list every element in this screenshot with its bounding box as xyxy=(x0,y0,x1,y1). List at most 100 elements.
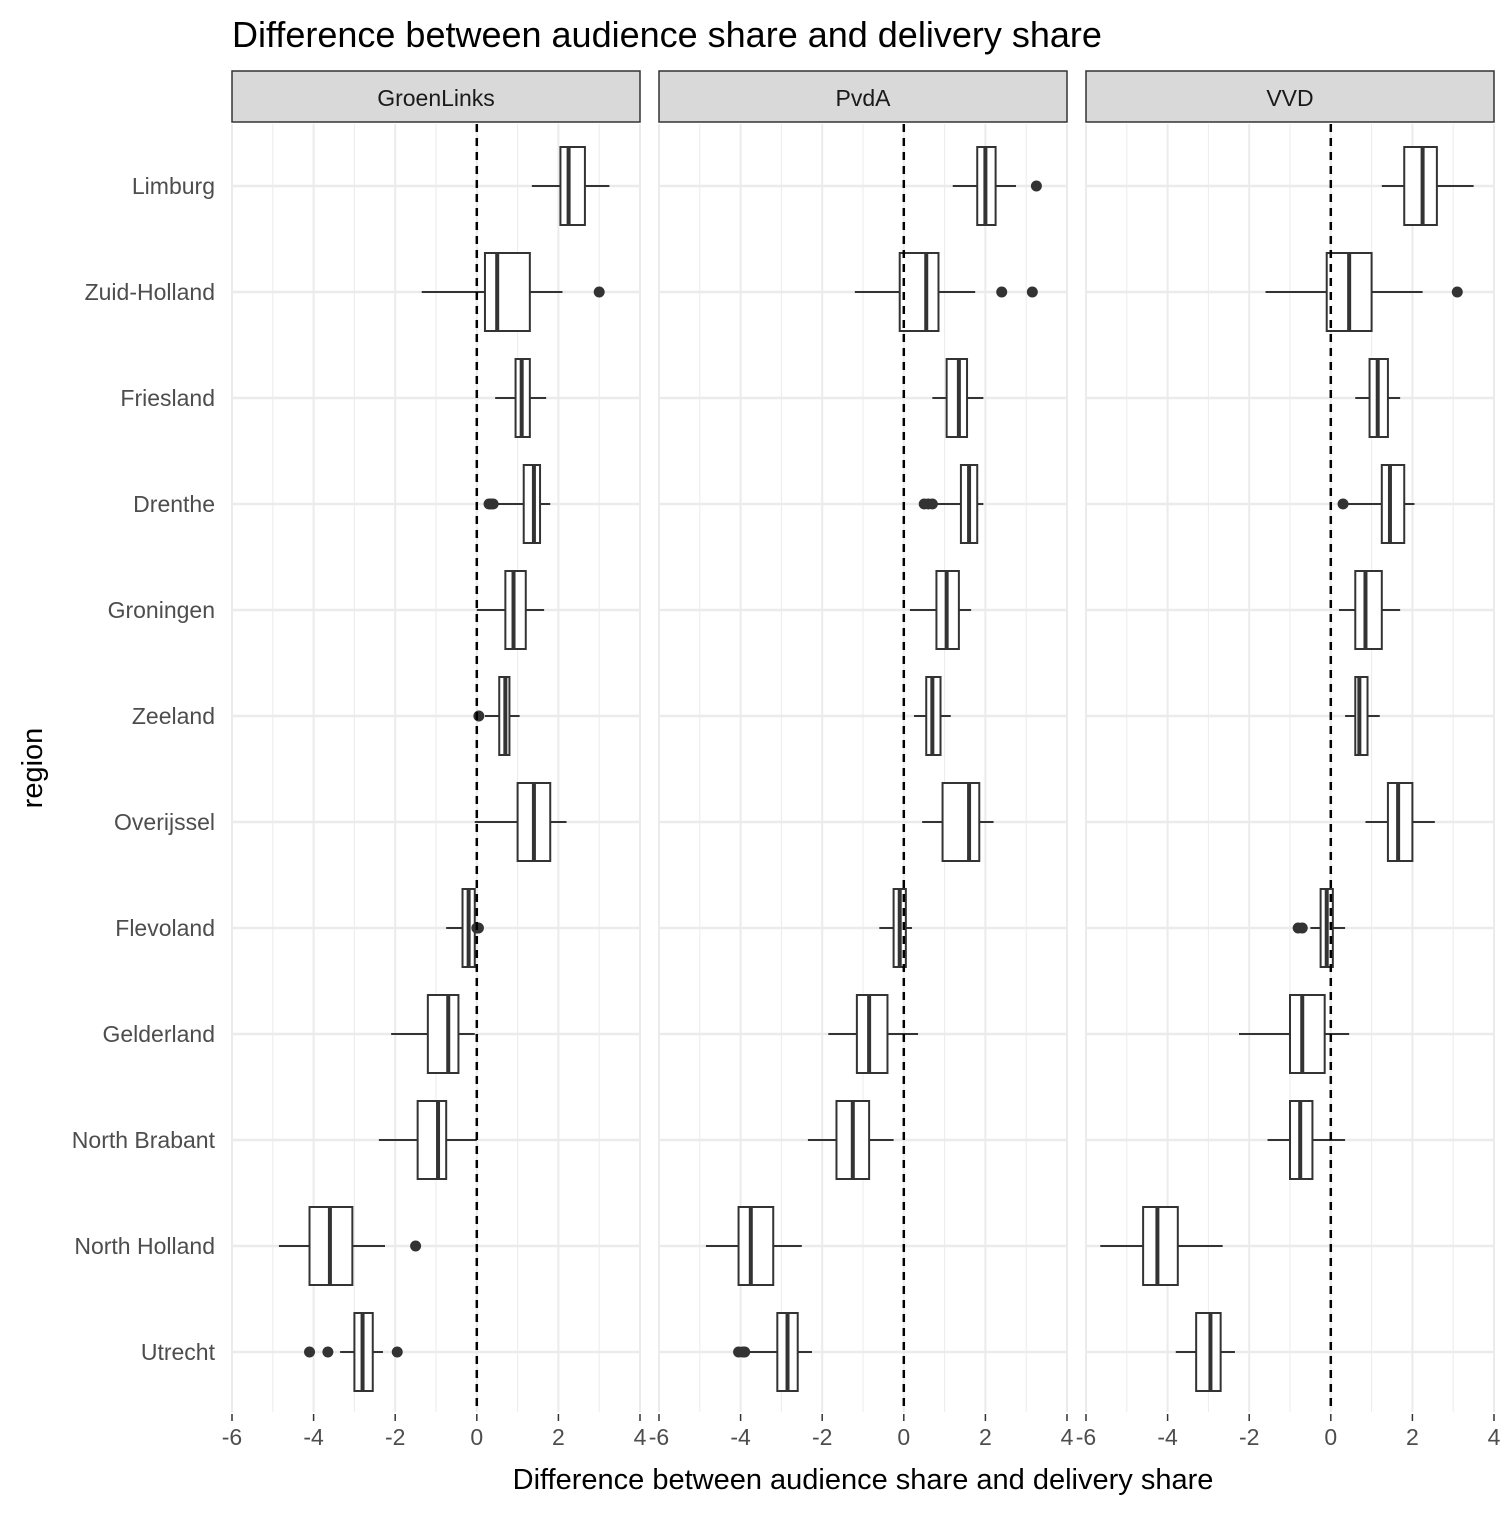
x-tick-label: 0 xyxy=(470,1424,483,1450)
box-iqr xyxy=(945,358,969,438)
box-friesland xyxy=(932,358,984,438)
box-gelderland xyxy=(828,994,919,1074)
outlier-point xyxy=(739,1346,751,1358)
x-tick-label: -6 xyxy=(1076,1424,1096,1450)
box-north-holland xyxy=(278,1206,422,1286)
y-tick-label: Utrecht xyxy=(141,1339,216,1365)
box-utrecht xyxy=(1175,1312,1235,1392)
box-overijssel xyxy=(922,782,994,862)
outlier-point xyxy=(304,1346,316,1358)
box-groningen xyxy=(909,570,972,650)
outlier-point xyxy=(1451,286,1463,298)
box-iqr xyxy=(1142,1206,1179,1286)
box-iqr xyxy=(1354,570,1383,650)
y-tick-label: Overijssel xyxy=(114,809,215,835)
y-tick-label: Flevoland xyxy=(115,915,215,941)
x-tick-label: 0 xyxy=(1324,1424,1337,1450)
box-iqr xyxy=(855,994,889,1074)
x-tick-label: 4 xyxy=(1488,1424,1501,1450)
x-tick-label: -4 xyxy=(730,1424,751,1450)
outlier-point xyxy=(1030,180,1042,192)
box-north-brabant xyxy=(807,1100,894,1180)
outlier-point xyxy=(1337,498,1349,510)
box-utrecht xyxy=(733,1312,812,1392)
box-north-holland xyxy=(1100,1206,1223,1286)
x-tick-label: 2 xyxy=(552,1424,565,1450)
box-zuid-holland xyxy=(854,252,1038,332)
box-iqr xyxy=(1403,146,1438,226)
facet-strip-label: PvdA xyxy=(836,85,892,111)
outlier-point xyxy=(410,1240,422,1252)
x-tick-label: 2 xyxy=(979,1424,992,1450)
box-iqr xyxy=(504,570,527,650)
outlier-point xyxy=(473,710,485,722)
box-utrecht xyxy=(304,1312,403,1392)
x-tick-label: -4 xyxy=(303,1424,324,1450)
y-tick-label: Zeeland xyxy=(132,703,215,729)
box-friesland xyxy=(1355,358,1401,438)
box-iqr xyxy=(1195,1312,1222,1392)
box-iqr xyxy=(1289,994,1326,1074)
outlier-point xyxy=(1026,286,1038,298)
box-iqr xyxy=(416,1100,448,1180)
box-groningen xyxy=(1338,570,1401,650)
box-flevoland xyxy=(446,888,484,968)
box-north-brabant xyxy=(378,1100,477,1180)
x-tick-label: 0 xyxy=(897,1424,910,1450)
y-tick-label: Gelderland xyxy=(102,1021,215,1047)
box-limburg xyxy=(531,146,610,226)
box-zeeland xyxy=(1345,676,1380,756)
y-axis-labels: Limburg Zuid-Holland Friesland Drenthe Groni… xyxy=(72,173,216,1365)
box-limburg xyxy=(1381,146,1474,226)
box-zuid-holland xyxy=(421,252,605,332)
box-flevoland xyxy=(879,888,912,968)
box-zeeland xyxy=(914,676,951,756)
box-drenthe xyxy=(1337,464,1415,544)
box-iqr xyxy=(522,464,542,544)
outlier-point xyxy=(472,922,484,934)
outlier-point xyxy=(391,1346,403,1358)
x-tick-label: 4 xyxy=(1061,1424,1074,1450)
box-iqr xyxy=(1380,464,1406,544)
y-tick-label: Zuid-Holland xyxy=(85,279,215,305)
box-iqr xyxy=(941,782,981,862)
box-zuid-holland xyxy=(1265,252,1463,332)
outlier-point xyxy=(487,498,499,510)
outlier-point xyxy=(996,286,1008,298)
y-tick-label: Friesland xyxy=(120,385,215,411)
box-iqr xyxy=(559,146,586,226)
outlier-point xyxy=(926,498,938,510)
facet-strip xyxy=(231,70,641,123)
box-north-holland xyxy=(705,1206,802,1286)
box-flevoland xyxy=(1292,888,1346,968)
x-tick-label: -4 xyxy=(1157,1424,1178,1450)
box-gelderland xyxy=(391,994,475,1074)
facet-strip-label: VVD xyxy=(1266,85,1313,111)
outlier-point xyxy=(593,286,605,298)
facet-strip-label: GroenLinks xyxy=(377,85,495,111)
box-drenthe xyxy=(483,464,551,544)
facet-strip xyxy=(658,70,1068,123)
x-tick-label: 2 xyxy=(1406,1424,1419,1450)
y-tick-label: Groningen xyxy=(108,597,215,623)
box-limburg xyxy=(952,146,1042,226)
x-tick-label: -2 xyxy=(385,1424,405,1450)
x-tick-label: -2 xyxy=(812,1424,832,1450)
box-iqr xyxy=(737,1206,775,1286)
box-iqr xyxy=(483,252,531,332)
x-tick-label: 4 xyxy=(634,1424,647,1450)
box-iqr xyxy=(1354,676,1369,756)
x-tick-label: -6 xyxy=(649,1424,669,1450)
box-iqr xyxy=(426,994,460,1074)
y-tick-label: North Holland xyxy=(74,1233,215,1259)
facet-panels: GroenLinks -6 -4 -2 0 2 4 PvdA -6 -4 -2 0 2 4 VVD -6 -4 -… xyxy=(222,70,1501,1450)
box-iqr xyxy=(1386,782,1414,862)
box-iqr xyxy=(898,252,940,332)
box-north-brabant xyxy=(1267,1100,1346,1180)
chart-title: Difference between audience share and de… xyxy=(232,14,1102,55)
box-groningen xyxy=(476,570,545,650)
x-tick-label: -2 xyxy=(1239,1424,1259,1450)
outlier-point xyxy=(322,1346,334,1358)
